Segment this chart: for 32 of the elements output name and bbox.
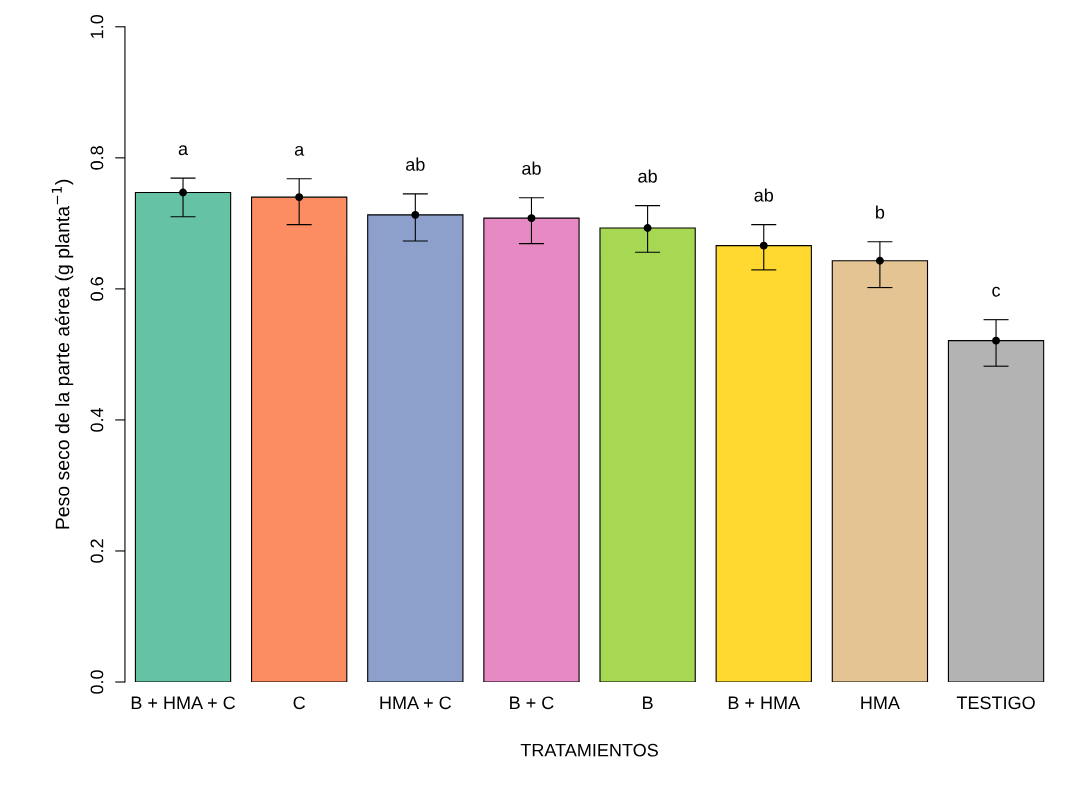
x-tick-label: HMA bbox=[861, 696, 900, 709]
x-tick-label: B bbox=[643, 696, 653, 709]
y-tick-label: 0.4 bbox=[90, 407, 104, 432]
y-tick-label: 0.2 bbox=[90, 539, 104, 563]
x-tick-label: B + HMA bbox=[728, 696, 801, 709]
y-tick-label: 1.0 bbox=[90, 14, 104, 38]
data-label: a bbox=[178, 145, 189, 156]
y-axis-title: Peso seco de la parte aérea (g planta$^{−1}$) bbox=[51, 179, 74, 529]
y-tick-label: 0.8 bbox=[90, 146, 104, 170]
x-tick-label: B + C bbox=[510, 696, 554, 710]
y-tick-label: 0.6 bbox=[90, 277, 104, 301]
point bbox=[643, 223, 652, 232]
data-label: b bbox=[876, 205, 885, 219]
point bbox=[992, 336, 1000, 345]
x-tick-label: TESTIGO bbox=[956, 696, 1035, 710]
x-tick-label: C bbox=[293, 696, 305, 710]
point bbox=[759, 241, 768, 250]
data-label: ab bbox=[522, 161, 541, 175]
point bbox=[295, 193, 304, 202]
point bbox=[527, 214, 536, 223]
data-label: ab bbox=[754, 188, 774, 202]
data-label: ab bbox=[638, 169, 657, 183]
point bbox=[875, 256, 884, 265]
data-label: ab bbox=[406, 157, 425, 171]
x-tick-label: HMA + C bbox=[380, 696, 451, 710]
x-axis-title: TRATAMIENTOS bbox=[520, 743, 658, 757]
data-label: a bbox=[294, 145, 305, 156]
data-label: c bbox=[992, 286, 1001, 297]
y-tick-label: 0.0 bbox=[90, 670, 104, 694]
point bbox=[179, 188, 187, 197]
point bbox=[411, 210, 420, 219]
x-tick-label: B + HMA + C bbox=[131, 696, 236, 710]
